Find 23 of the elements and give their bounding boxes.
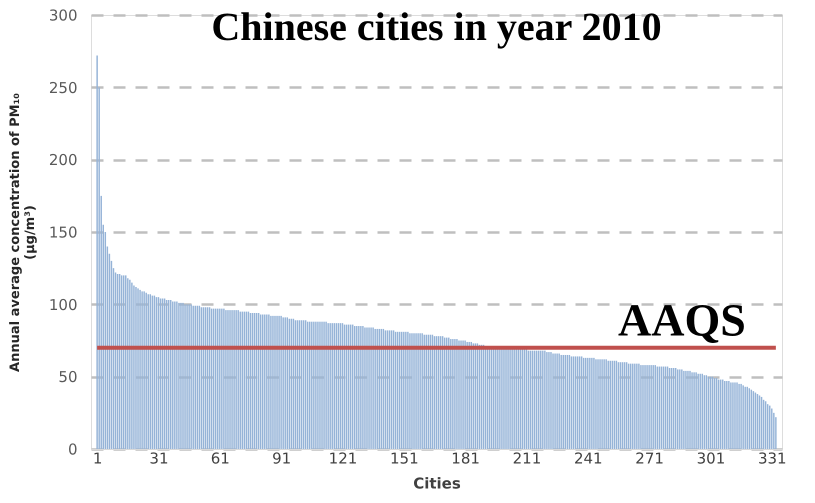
x-tick-label: 151 [390,450,419,468]
x-tick-label: 61 [210,450,230,468]
y-tick-label: 300 [48,6,78,24]
x-tick-label: 31 [149,450,169,468]
y-tick-label: 250 [48,78,78,97]
y-tick-label: 0 [68,440,78,458]
chart-title: Chinese cities in year 2010 [211,4,662,49]
ref-line-label: AAQS [618,294,746,346]
y-tick-label: 50 [58,368,78,386]
x-tick-label: 301 [696,450,726,468]
y-tick-label: 150 [48,224,78,242]
x-axis-title: Cities [413,474,461,492]
x-tick-label: 271 [635,450,664,468]
x-tick-label: 211 [512,450,542,468]
x-tick-label: 91 [272,450,292,468]
x-tick-label: 1 [92,450,102,468]
y-tick-label: 100 [48,296,78,314]
x-tick-label: 181 [451,450,480,468]
x-tick-label: 241 [574,450,603,468]
y-axis-title: Annual average concentration of PM₁₀ (µg/m³) [8,92,38,372]
y-tick-label: 200 [48,151,78,170]
x-tick-label: 331 [758,450,787,468]
x-tick-label: 121 [328,450,358,468]
